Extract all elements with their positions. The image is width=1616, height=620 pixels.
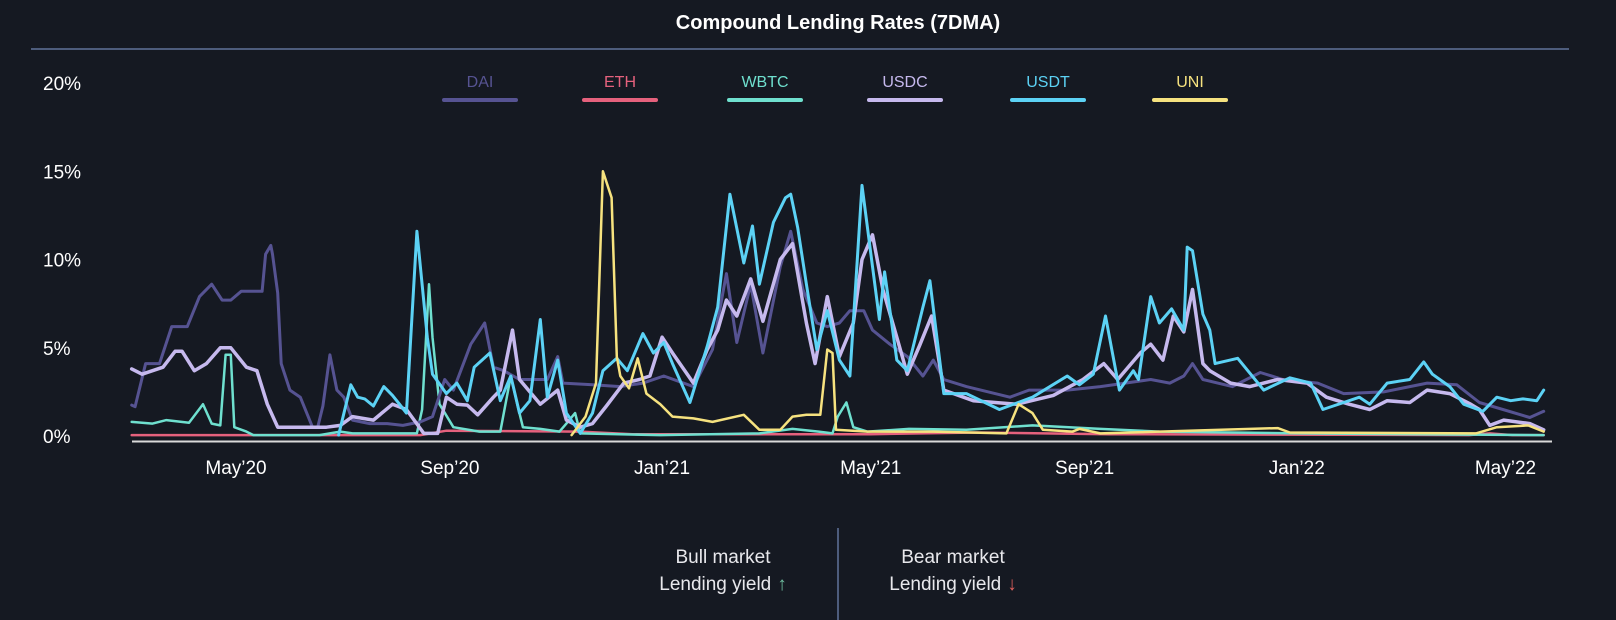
legend-item-wbtc[interactable]: WBTC — [726, 74, 804, 102]
legend-item-dai[interactable]: DAI — [441, 74, 519, 102]
legend-item-usdc[interactable]: USDC — [866, 74, 944, 102]
legend-item-eth[interactable]: ETH — [581, 74, 659, 102]
y-tick-label: 10% — [43, 251, 81, 272]
legend-item-usdt[interactable]: USDT — [1009, 74, 1087, 102]
legend-swatch — [727, 98, 803, 102]
x-tick-label: Jan’21 — [634, 458, 690, 479]
legend-label: USDC — [882, 74, 928, 91]
y-tick-label: 0% — [43, 427, 71, 448]
bear-market-label: Bear market — [901, 547, 1005, 568]
y-tick-label: 5% — [43, 339, 71, 360]
legend-label: UNI — [1176, 74, 1204, 91]
y-tick-label: 20% — [43, 74, 81, 95]
x-tick-label: Jan’22 — [1269, 458, 1325, 479]
series-line-dai — [130, 229, 1546, 429]
notes-divider — [837, 528, 839, 620]
bear-market-note: Bear market Lending yield ↓ — [843, 544, 1063, 598]
x-tick-label: Sep’20 — [420, 458, 479, 479]
title-divider — [31, 48, 1569, 50]
legend-swatch — [1010, 98, 1086, 102]
bear-lending-yield-label: Lending yield — [889, 574, 1002, 595]
x-tick-label: Sep’21 — [1055, 458, 1114, 479]
legend-label: ETH — [604, 74, 636, 91]
arrow-down-icon: ↓ — [1007, 574, 1017, 595]
bull-lending-yield-line: Lending yield ↑ — [613, 571, 833, 598]
arrow-up-icon: ↑ — [777, 574, 787, 595]
series-line-uni — [570, 170, 1545, 437]
legend-item-uni[interactable]: UNI — [1151, 74, 1229, 102]
bear-lending-yield-line: Lending yield ↓ — [843, 571, 1063, 598]
chart-title: Compound Lending Rates (7DMA) — [675, 12, 1001, 34]
bull-market-note: Bull market Lending yield ↑ — [613, 544, 833, 598]
series-line-usdc — [129, 233, 1546, 436]
series-line-usdt — [337, 183, 1546, 437]
legend-swatch — [442, 98, 518, 102]
x-tick-label: May’21 — [840, 458, 901, 479]
x-tick-label: May’22 — [1475, 458, 1536, 479]
x-tick-label: May’20 — [205, 458, 266, 479]
bull-market-label: Bull market — [675, 547, 771, 568]
legend-swatch — [1152, 98, 1228, 102]
bull-lending-yield-label: Lending yield — [659, 574, 772, 595]
legend-swatch — [582, 98, 658, 102]
legend-label: WBTC — [741, 74, 789, 91]
legend-label: USDT — [1026, 74, 1070, 91]
legend-label: DAI — [466, 74, 494, 91]
legend-swatch — [867, 98, 943, 102]
y-tick-label: 15% — [43, 162, 81, 183]
